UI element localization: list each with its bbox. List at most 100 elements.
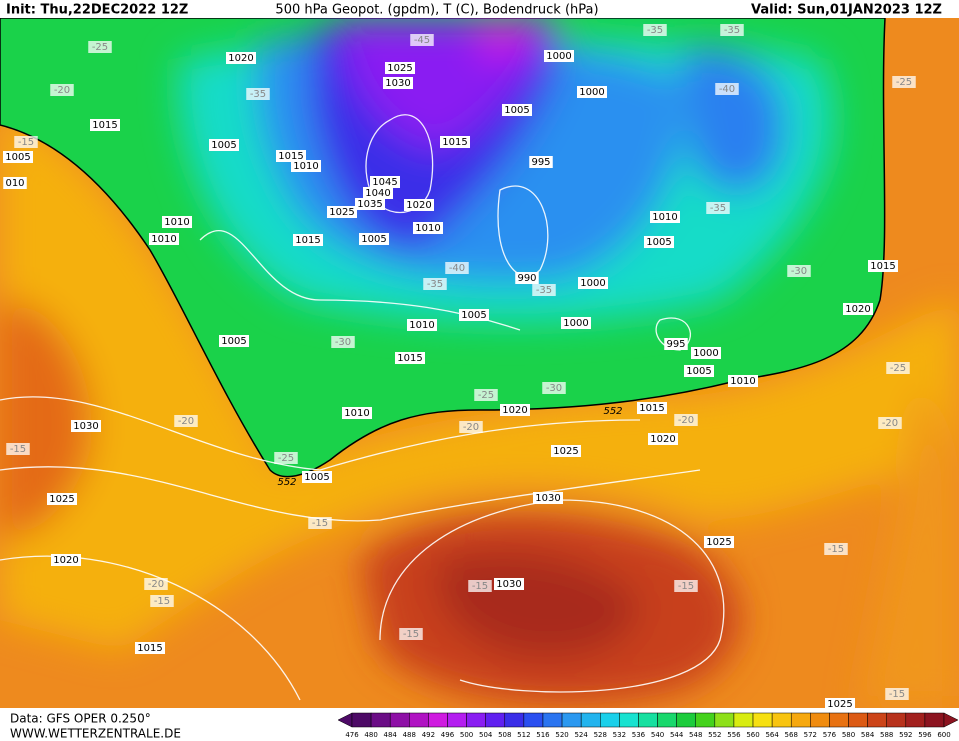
pressure-label-box — [302, 471, 332, 483]
pressure-label: 1010 — [293, 161, 318, 172]
temperature-label-box — [6, 443, 30, 455]
pressure-label: 1015 — [137, 643, 162, 654]
pressure-label-box — [868, 260, 898, 272]
pressure-label-box — [149, 233, 179, 245]
pressure-label: 1020 — [845, 304, 870, 315]
pressure-label: 1025 — [827, 699, 852, 710]
pressure-label-box — [359, 233, 389, 245]
scale-box — [886, 712, 907, 728]
pressure-label-box — [648, 433, 678, 445]
pressure-label: 1000 — [579, 87, 604, 98]
pressure-label: 1020 — [228, 53, 253, 64]
temperature-label-box — [542, 382, 566, 394]
scale-box — [600, 712, 620, 728]
temperature-label: -30 — [791, 266, 807, 277]
contour-label: 552 — [603, 406, 622, 417]
pressure-label-box — [551, 445, 581, 457]
scale-box — [619, 712, 639, 728]
pressure-label-box — [293, 234, 323, 246]
temperature-label-box — [643, 24, 667, 36]
scale-tick-label: 476 — [345, 731, 359, 739]
scale-box — [523, 712, 544, 728]
pressure-label-box — [650, 211, 680, 223]
scale-box — [351, 712, 372, 728]
pressure-label: 990 — [517, 273, 536, 284]
pressure-label: 1000 — [693, 348, 718, 359]
pressure-label: 1015 — [295, 235, 320, 246]
valid-time: Valid: Sun,01JAN2023 12Z — [751, 3, 942, 18]
pressure-label-box — [684, 365, 714, 377]
temperature-label: -15 — [472, 581, 488, 592]
pressure-label-box — [704, 536, 734, 548]
temperature-label: -35 — [724, 25, 740, 36]
pressure-label-box — [276, 150, 306, 162]
scale-tick-label: 524 — [574, 731, 588, 739]
pressure-label: 1005 — [686, 366, 711, 377]
temperature-label-box — [885, 688, 909, 700]
pressure-label-box — [51, 554, 81, 566]
scale-tick-label: 500 — [460, 731, 473, 739]
pressure-label: 1005 — [361, 234, 386, 245]
scale-box — [580, 712, 601, 728]
pressure-label: 1010 — [344, 408, 369, 419]
pressure-label-box — [637, 402, 667, 414]
pressure-label-box — [342, 407, 372, 419]
scale-tick-label: 560 — [746, 731, 759, 739]
temperature-label-box — [892, 76, 916, 88]
scale-box — [638, 712, 658, 728]
pressure-label: 1005 — [504, 105, 529, 116]
scale-tick-label: 492 — [422, 731, 435, 739]
pressure-label: 1005 — [211, 140, 236, 151]
pressure-label-box — [561, 317, 591, 329]
pressure-label-box — [3, 177, 27, 189]
scale-tick-label: 580 — [842, 731, 855, 739]
temperature-label-box — [886, 362, 910, 374]
scale-tick-label: 556 — [727, 731, 741, 739]
temperature-label: -15 — [312, 518, 328, 529]
temperature-label-box — [150, 595, 174, 607]
scale-box — [810, 712, 830, 728]
temperature-label-box — [274, 452, 298, 464]
pressure-label-box — [413, 222, 443, 234]
data-source: Data: GFS OPER 0.250° — [10, 712, 151, 726]
temperature-label: -20 — [463, 422, 479, 433]
scale-arrow-right — [943, 712, 959, 728]
pressure-label-box — [529, 156, 553, 168]
pressure-label-box — [404, 199, 434, 211]
pressure-label-box — [502, 104, 532, 116]
pressure-label-box — [327, 206, 357, 218]
scale-tick-label: 508 — [498, 731, 511, 739]
pressure-label: 1010 — [151, 234, 176, 245]
scale-box — [657, 712, 677, 728]
scale-box — [485, 712, 506, 728]
pressure-label-box — [226, 52, 256, 64]
pressure-label-box — [162, 216, 192, 228]
pressure-label: 1015 — [92, 120, 117, 131]
temperature-label: -15 — [154, 596, 170, 607]
site-url: WWW.WETTERZENTRALE.DE — [10, 727, 181, 741]
temperature-label: -20 — [148, 579, 164, 590]
pressure-label-box — [355, 198, 385, 210]
temperature-label: -20 — [54, 85, 70, 96]
scale-box — [428, 712, 448, 728]
temperature-label-box — [50, 84, 74, 96]
temperature-label-box — [474, 389, 498, 401]
scale-tick-label: 548 — [689, 731, 702, 739]
scale-tick-label: 512 — [517, 731, 530, 739]
pressure-label: 1025 — [387, 63, 412, 74]
temperature-label: -35 — [536, 285, 552, 296]
scale-tick-label: 568 — [785, 731, 798, 739]
temperature-label: -25 — [896, 77, 912, 88]
pressure-label-box — [664, 338, 688, 350]
pressure-label-box — [3, 151, 33, 163]
scale-tick-label: 532 — [613, 731, 626, 739]
pressure-label-box — [407, 319, 437, 331]
map-field — [0, 18, 959, 708]
pressure-label: 1015 — [442, 137, 467, 148]
pressure-label-box — [843, 303, 873, 315]
temperature-label: -25 — [478, 390, 494, 401]
temperature-label: -30 — [335, 337, 351, 348]
pressure-label: 1005 — [221, 336, 246, 347]
pressure-label: 010 — [5, 178, 24, 189]
scale-box — [924, 712, 945, 728]
